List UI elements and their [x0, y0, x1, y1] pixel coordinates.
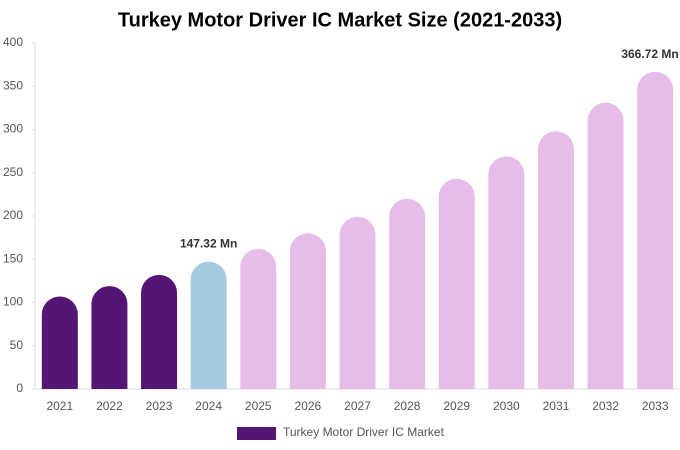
x-tick-label: 2027 — [344, 399, 371, 413]
x-tick-label: 2022 — [96, 399, 123, 413]
x-tick-label: 2033 — [642, 399, 669, 413]
bar — [537, 131, 574, 390]
y-tick-label: 0 — [16, 381, 23, 395]
x-tick-label: 2026 — [295, 399, 322, 413]
bar — [91, 286, 128, 389]
bar — [289, 233, 326, 389]
bar — [240, 248, 277, 389]
y-tick-label: 400 — [3, 35, 23, 49]
x-tick-label: 2030 — [493, 399, 520, 413]
bar — [587, 102, 624, 389]
x-tick-label: 2021 — [46, 399, 73, 413]
y-tick-label: 50 — [10, 338, 24, 352]
legend-swatch — [237, 427, 276, 440]
value-label: 366.72 Mn — [621, 47, 678, 61]
x-tick-label: 2028 — [394, 399, 421, 413]
bar — [488, 156, 525, 389]
value-label: 147.32 Mn — [180, 237, 237, 251]
bar — [190, 261, 227, 389]
y-tick-label: 100 — [3, 295, 23, 309]
bar — [41, 296, 78, 389]
y-tick-label: 200 — [3, 208, 23, 222]
bar — [389, 198, 426, 389]
y-tick-label: 300 — [3, 122, 23, 136]
y-tick-label: 150 — [3, 251, 23, 265]
x-tick-label: 2031 — [543, 399, 570, 413]
x-tick-label: 2029 — [443, 399, 470, 413]
x-tick-label: 2023 — [146, 399, 173, 413]
y-tick-label: 350 — [3, 78, 23, 92]
x-tick-label: 2024 — [195, 399, 222, 413]
y-tick-label: 250 — [3, 165, 23, 179]
bar — [141, 274, 178, 389]
bar — [438, 178, 475, 389]
bar — [637, 71, 674, 389]
bar — [339, 216, 376, 389]
legend-label: Turkey Motor Driver IC Market — [283, 425, 445, 439]
x-tick-label: 2025 — [245, 399, 272, 413]
chart-title: Turkey Motor Driver IC Market Size (2021… — [118, 9, 562, 31]
x-tick-label: 2032 — [592, 399, 619, 413]
